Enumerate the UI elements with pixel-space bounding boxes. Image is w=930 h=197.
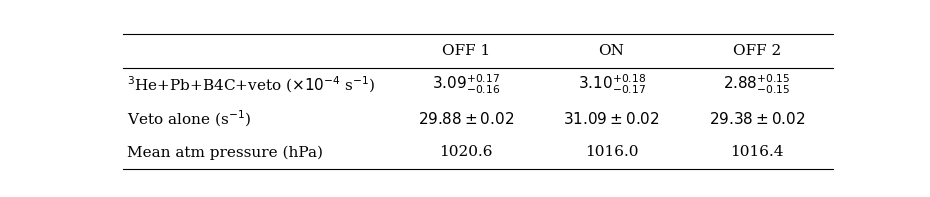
Text: $^{3}$He+Pb+B4C+veto ($\times 10^{-4}$ s$^{-1}$): $^{3}$He+Pb+B4C+veto ($\times 10^{-4}$ s…: [127, 75, 376, 95]
Text: $31.09 \pm 0.02$: $31.09 \pm 0.02$: [564, 111, 660, 127]
Text: ON: ON: [599, 44, 624, 58]
Text: 1016.0: 1016.0: [585, 145, 638, 159]
Text: Veto alone (s$^{-1}$): Veto alone (s$^{-1}$): [127, 108, 251, 129]
Text: 1020.6: 1020.6: [439, 145, 493, 159]
Text: $29.38 \pm 0.02$: $29.38 \pm 0.02$: [709, 111, 805, 127]
Text: $3.10^{+0.18}_{-0.17}$: $3.10^{+0.18}_{-0.17}$: [578, 73, 645, 97]
Text: $3.09^{+0.17}_{-0.16}$: $3.09^{+0.17}_{-0.16}$: [432, 73, 500, 97]
Text: $29.88 \pm 0.02$: $29.88 \pm 0.02$: [418, 111, 514, 127]
Text: OFF 1: OFF 1: [442, 44, 490, 58]
Text: $2.88^{+0.15}_{-0.15}$: $2.88^{+0.15}_{-0.15}$: [724, 73, 790, 97]
Text: 1016.4: 1016.4: [730, 145, 784, 159]
Text: OFF 2: OFF 2: [733, 44, 781, 58]
Text: Mean atm pressure (hPa): Mean atm pressure (hPa): [127, 145, 323, 160]
